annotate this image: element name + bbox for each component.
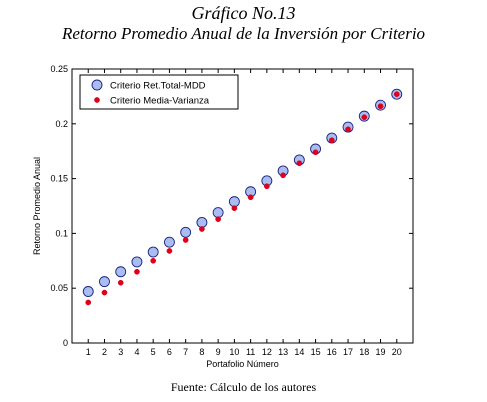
point-ret-total-mdd <box>180 226 192 238</box>
x-tick-label: 6 <box>167 347 172 357</box>
x-tick-label: 16 <box>327 347 337 357</box>
x-tick-label: 3 <box>118 347 123 357</box>
x-tick-label: 15 <box>311 347 321 357</box>
x-tick-label: 18 <box>359 347 369 357</box>
y-axis: 0 0.05 0.1 0.15 0.2 0.25 <box>50 64 413 348</box>
x-tick-label: 8 <box>199 347 204 357</box>
x-tick-label: 7 <box>183 347 188 357</box>
series-media-varianza <box>85 91 400 306</box>
series-layer <box>82 88 403 306</box>
x-axis-label: Portafolio Número <box>206 359 279 369</box>
point-media-varianza <box>377 103 384 110</box>
x-tick-label: 19 <box>376 347 386 357</box>
x-tick-label: 11 <box>246 347 255 357</box>
x-tick-label: 4 <box>134 347 139 357</box>
point-media-varianza <box>150 257 157 264</box>
point-media-varianza <box>361 114 368 121</box>
x-tick-label: 20 <box>392 347 402 357</box>
x-tick-label: 13 <box>278 347 288 357</box>
point-media-varianza <box>328 137 335 144</box>
y-tick-label: 0.1 <box>55 228 68 238</box>
point-media-varianza <box>345 126 351 133</box>
legend-label-media-varianza: Criterio Media-Varianza <box>110 96 210 107</box>
y-tick-label: 0 <box>63 338 68 348</box>
point-media-varianza <box>101 289 108 296</box>
point-ret-total-mdd <box>99 276 110 288</box>
point-ret-total-mdd <box>163 236 175 248</box>
chart-subtitle: Retorno Promedio Anual de la Inversión p… <box>61 24 426 43</box>
x-tick-label: 9 <box>216 347 221 357</box>
y-tick-label: 0.25 <box>50 64 68 74</box>
point-media-varianza <box>312 149 319 156</box>
y-tick-label: 0.15 <box>50 174 68 184</box>
point-ret-total-mdd <box>131 256 143 268</box>
point-media-varianza <box>117 279 124 286</box>
legend-box <box>79 74 239 110</box>
x-tick-label: 12 <box>262 347 272 357</box>
x-tick-label: 5 <box>151 347 156 357</box>
chart-title: Gráfico No.13 <box>191 3 296 23</box>
point-media-varianza <box>166 248 173 254</box>
legend-label-ret-total-mdd: Criterio Ret.Total-MDD <box>110 81 206 92</box>
plot-frame <box>71 68 414 344</box>
y-tick-label: 0.05 <box>50 283 68 293</box>
point-media-varianza <box>182 237 189 243</box>
point-media-varianza <box>231 205 238 212</box>
x-tick-label: 10 <box>229 347 239 357</box>
source-note: Fuente: Cálculo de los autores <box>170 380 317 394</box>
point-media-varianza <box>280 172 286 179</box>
point-ret-total-mdd <box>196 216 208 228</box>
point-media-varianza <box>199 226 205 232</box>
x-axis: 1 2 3 4 5 6 7 8 9 10 11 12 13 14 15 16 17 18 19 20 <box>86 69 402 357</box>
x-tick-label: 17 <box>343 347 353 357</box>
point-media-varianza <box>134 268 140 275</box>
x-tick-label: 14 <box>294 347 304 357</box>
legend: Criterio Ret.Total-MDD Criterio Media-Va… <box>79 74 239 110</box>
point-ret-total-mdd <box>212 207 224 219</box>
point-media-varianza <box>264 183 270 190</box>
point-media-varianza <box>393 91 400 98</box>
point-media-varianza <box>85 299 92 306</box>
x-tick-label: 2 <box>102 347 107 357</box>
plot-area <box>71 68 414 344</box>
point-media-varianza <box>215 216 221 223</box>
series-ret-total-mdd <box>82 88 403 297</box>
legend-marker-ret-total-mdd <box>91 79 103 91</box>
point-ret-total-mdd <box>82 286 94 297</box>
point-ret-total-mdd <box>147 246 159 258</box>
point-media-varianza <box>296 160 303 167</box>
y-tick-label: 0.2 <box>55 119 68 129</box>
point-ret-total-mdd <box>228 196 240 208</box>
legend-marker-media-varianza <box>94 97 100 103</box>
x-tick-label: 1 <box>86 347 91 357</box>
y-axis-label: Retorno Promedio Anual <box>32 157 42 255</box>
point-media-varianza <box>247 194 254 201</box>
point-ret-total-mdd <box>115 266 127 278</box>
